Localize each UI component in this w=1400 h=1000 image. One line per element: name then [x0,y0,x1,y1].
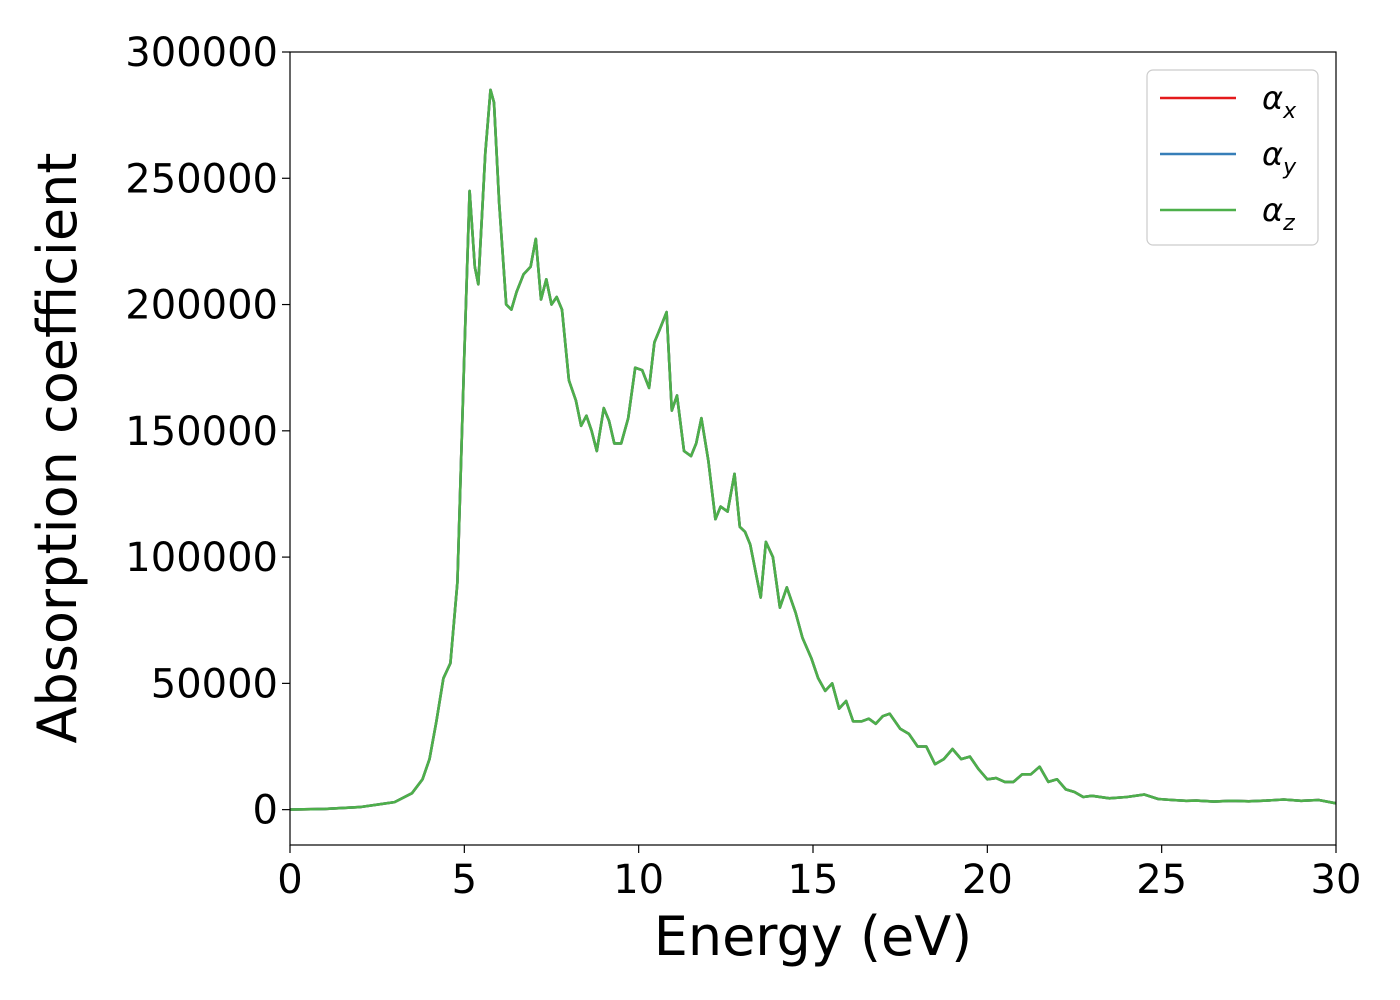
y-tick-label: 250000 [125,156,278,202]
series-group [289,88,1337,811]
x-tick-label: 15 [788,857,839,903]
y-axis-title: Absorption coefficient [26,153,89,744]
y-tick-label: 300000 [125,30,278,76]
x-tick-label: 30 [1311,857,1362,903]
x-tick-label: 0 [277,857,302,903]
series-line-z [289,88,1337,811]
legend-box [1146,69,1319,246]
y-axis-ticks: 0 50000 100000 150000 200000 250000 300000 [125,30,290,834]
y-tick-label: 200000 [125,283,278,329]
y-tick-label: 150000 [125,409,278,455]
x-axis-ticks: 0 5 10 15 20 25 30 [277,845,1361,903]
x-tick-label: 5 [452,857,477,903]
y-tick-label: 50000 [151,661,278,707]
x-axis-title: Energy (eV) [654,905,973,968]
x-tick-label: 20 [962,857,1013,903]
x-tick-label: 25 [1136,857,1187,903]
y-tick-label: 0 [253,788,278,834]
y-tick-label: 100000 [125,535,278,581]
x-tick-label: 10 [613,857,664,903]
